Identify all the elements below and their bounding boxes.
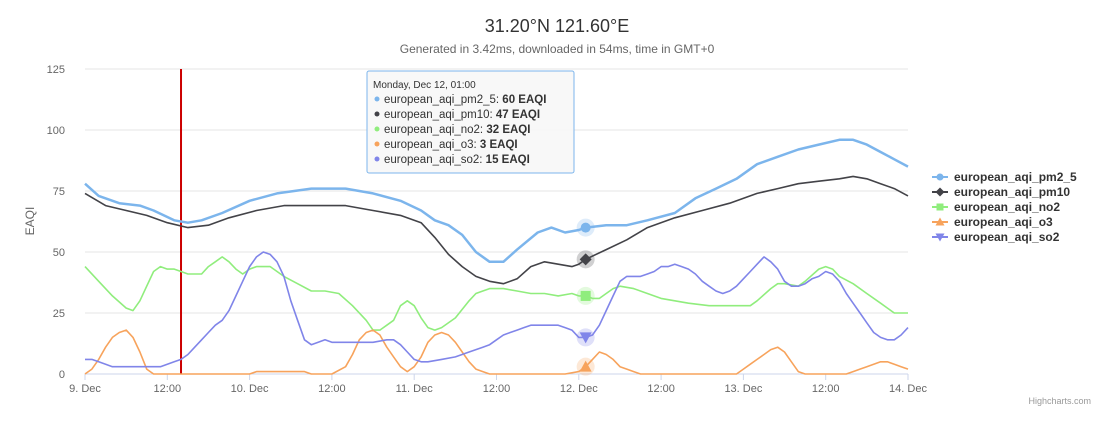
x-axis: 9. Dec 12:00 10. Dec 12:00 11. Dec 12:00 12. D… bbox=[69, 374, 927, 395]
y-axis-title: EAQI bbox=[23, 207, 37, 236]
tooltip-box bbox=[366, 70, 575, 174]
tooltip-row: european_aqi_no2: 32 EAQI bbox=[384, 124, 530, 136]
legend-symbol bbox=[936, 173, 944, 181]
tooltip-header: Monday, Dec 12, 01:00 bbox=[373, 80, 476, 91]
legend-label: european_aqi_o3 bbox=[954, 215, 1053, 229]
legend-symbol bbox=[935, 217, 945, 226]
series-line-european_aqi_o3[interactable] bbox=[84, 329, 909, 375]
legend-item-european_aqi_pm2_5[interactable]: european_aqi_pm2_5 bbox=[932, 170, 1077, 184]
legend-symbol bbox=[935, 233, 945, 242]
x-tick-label: 12:00 bbox=[647, 383, 675, 395]
tooltip-row: european_aqi_pm10: 47 EAQI bbox=[384, 109, 540, 121]
legend-symbol bbox=[936, 203, 944, 211]
tooltip-row: european_aqi_pm2_5: 60 EAQI bbox=[384, 94, 546, 106]
series-line-european_aqi_pm2_5[interactable] bbox=[84, 138, 909, 264]
legend-label: european_aqi_so2 bbox=[954, 230, 1060, 244]
legend-item-european_aqi_no2[interactable]: european_aqi_no2 bbox=[932, 200, 1060, 214]
series-line-european_aqi_so2[interactable] bbox=[85, 251, 909, 368]
y-tick-label: 25 bbox=[53, 308, 65, 320]
tooltip-row: european_aqi_o3: 3 EAQI bbox=[384, 139, 518, 151]
hover-point-european_aqi_o3 bbox=[579, 360, 592, 372]
plot-area bbox=[84, 69, 909, 375]
x-tick-label: 13. Dec bbox=[724, 383, 762, 395]
series-line-european_aqi_no2[interactable] bbox=[84, 256, 908, 331]
x-tick-label: 12. Dec bbox=[560, 383, 598, 395]
chart-subtitle: Generated in 3.42ms, downloaded in 54ms,… bbox=[400, 42, 715, 56]
x-tick-label: 12:00 bbox=[154, 383, 182, 395]
hover-markers bbox=[576, 218, 595, 376]
y-tick-label: 125 bbox=[47, 64, 65, 76]
hover-point-european_aqi_pm2_5 bbox=[580, 222, 591, 233]
y-tick-label: 0 bbox=[59, 369, 65, 381]
legend-label: european_aqi_no2 bbox=[954, 200, 1060, 214]
x-tick-label: 11. Dec bbox=[396, 383, 434, 395]
x-tick-label: 9. Dec bbox=[69, 383, 101, 395]
legend-item-european_aqi_o3[interactable]: european_aqi_o3 bbox=[932, 215, 1053, 229]
y-tick-label: 50 bbox=[53, 247, 65, 259]
y-tick-label: 100 bbox=[47, 125, 65, 137]
legend-label: european_aqi_pm10 bbox=[954, 185, 1070, 199]
tooltip-dot bbox=[374, 141, 380, 147]
tooltip-dot bbox=[374, 126, 380, 132]
tooltip-row: european_aqi_so2: 15 EAQI bbox=[384, 154, 530, 166]
hover-point-european_aqi_so2 bbox=[579, 332, 592, 344]
legend-item-european_aqi_pm10[interactable]: european_aqi_pm10 bbox=[932, 185, 1070, 199]
tooltip-dot bbox=[374, 156, 380, 162]
tooltip-dot bbox=[374, 111, 380, 117]
tooltip-dot bbox=[374, 96, 380, 102]
x-tick-label: 14. Dec bbox=[889, 383, 927, 395]
x-tick-label: 12:00 bbox=[318, 383, 346, 395]
x-tick-label: 12:00 bbox=[483, 383, 511, 395]
hover-point-european_aqi_no2 bbox=[580, 290, 591, 301]
chart-title: 31.20°N 121.60°E bbox=[485, 16, 630, 36]
x-tick-label: 10. Dec bbox=[231, 383, 269, 395]
legend-item-european_aqi_so2[interactable]: european_aqi_so2 bbox=[932, 230, 1060, 244]
x-tick-label: 12:00 bbox=[812, 383, 840, 395]
tooltip: Monday, Dec 12, 01:00 european_aqi_pm2_5:… bbox=[366, 70, 575, 174]
legend: european_aqi_pm2_5european_aqi_pm10europ… bbox=[932, 170, 1077, 244]
series-line-european_aqi_pm10[interactable] bbox=[84, 175, 909, 285]
legend-label: european_aqi_pm2_5 bbox=[954, 170, 1077, 184]
y-axis: 0 25 50 75 100 125 bbox=[47, 64, 65, 381]
legend-symbol bbox=[935, 187, 945, 197]
credits-link[interactable]: Highcharts.com bbox=[1028, 396, 1091, 406]
hover-point-european_aqi_pm10 bbox=[579, 253, 592, 266]
y-tick-label: 75 bbox=[53, 186, 65, 198]
